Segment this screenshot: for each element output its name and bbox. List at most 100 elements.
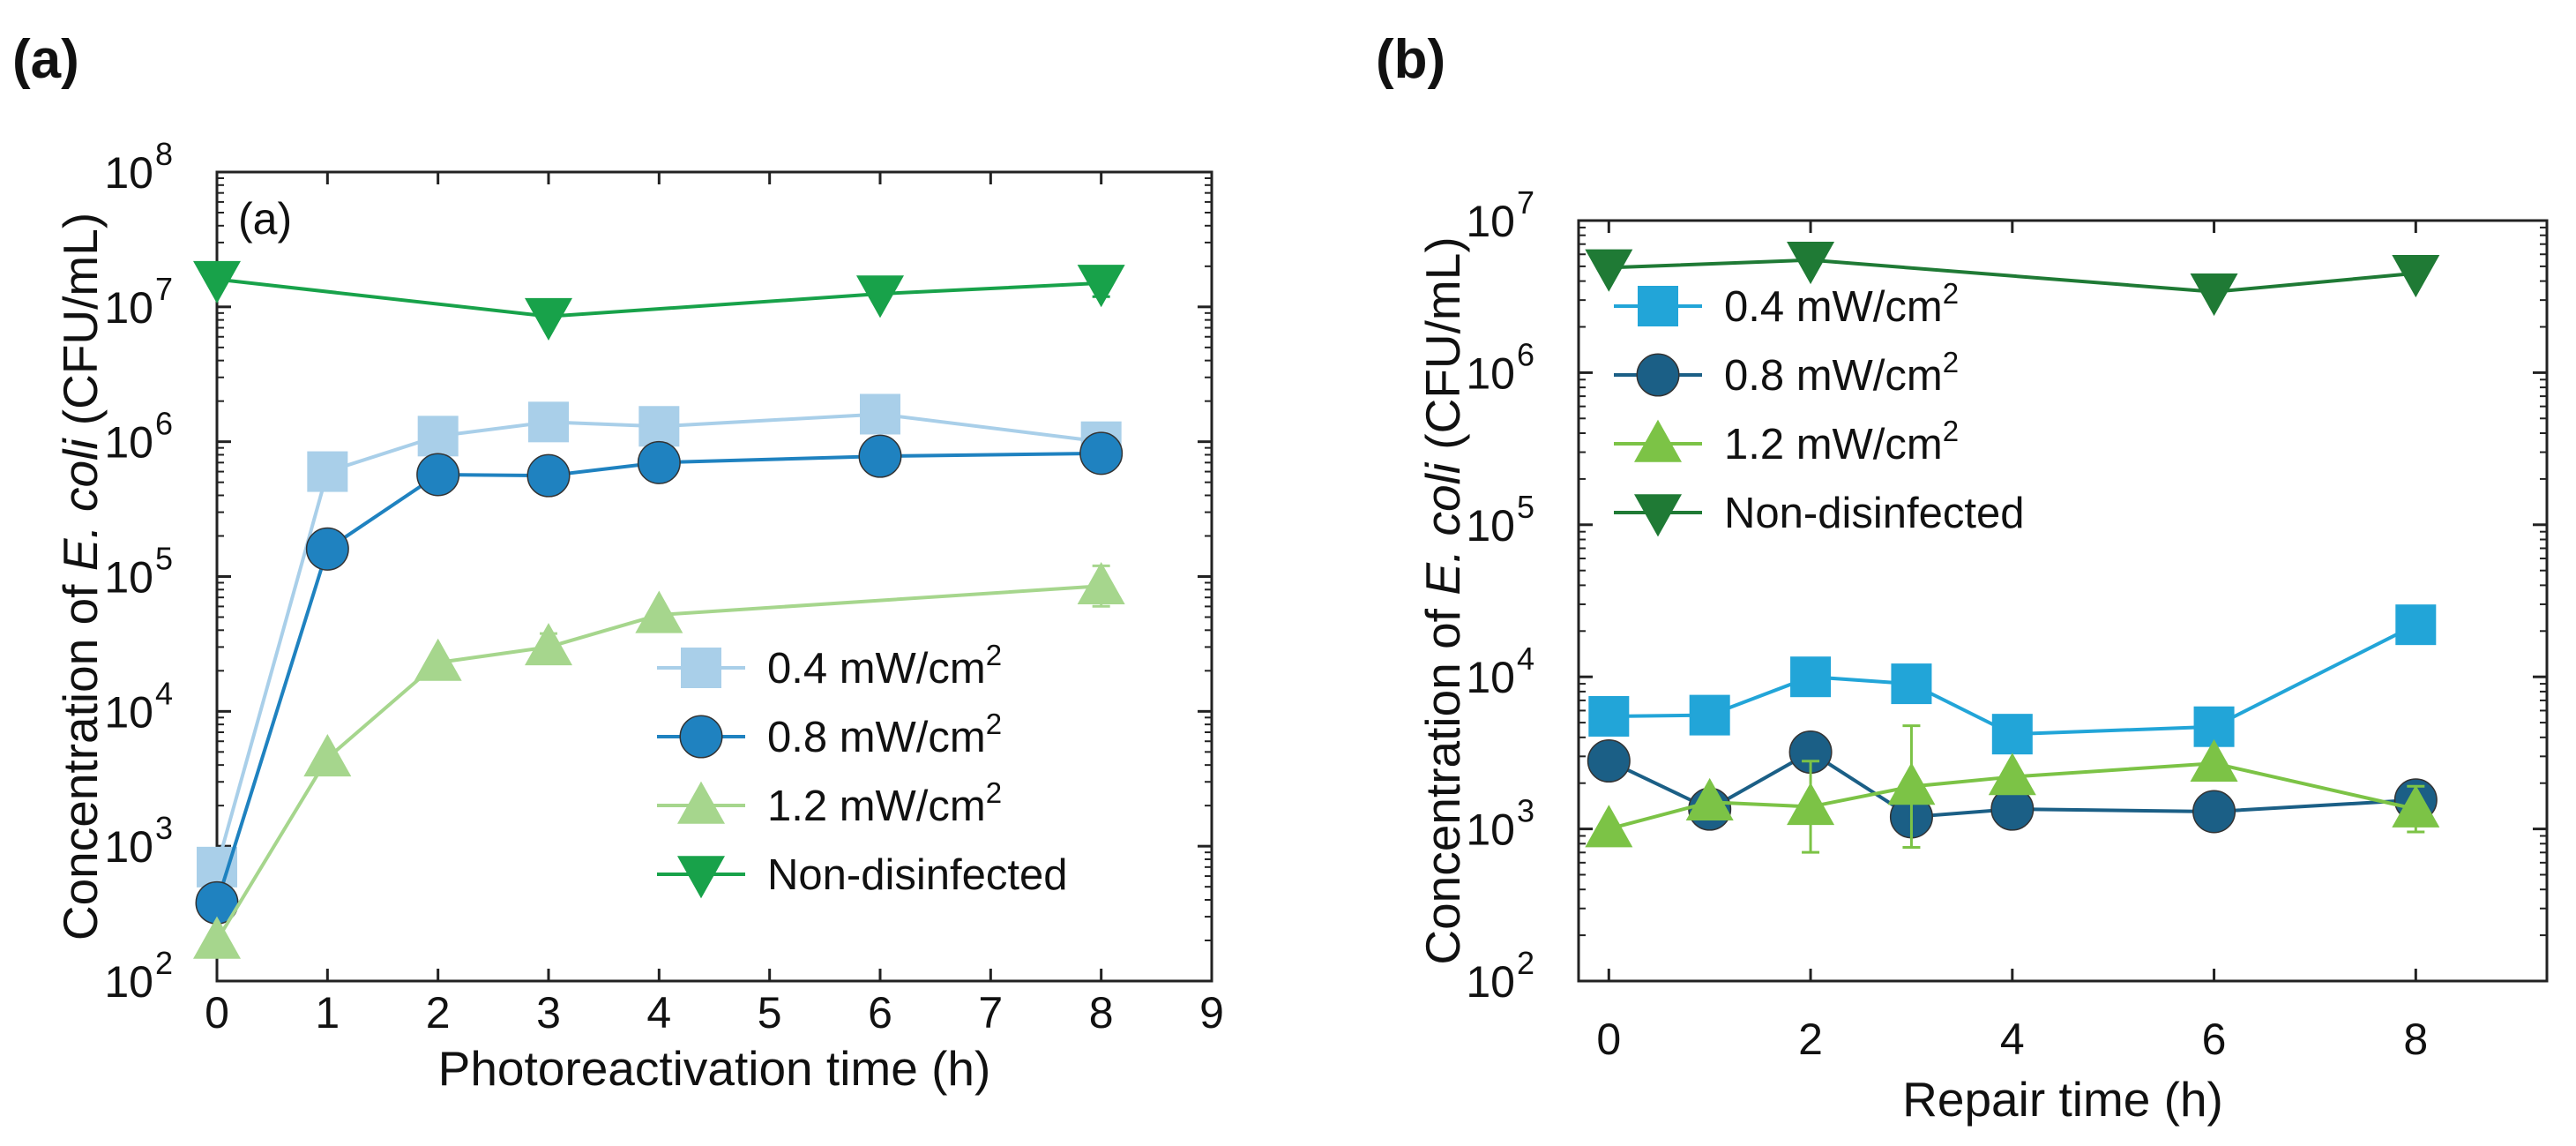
- legend-label-text: 0.4 mW/cm: [1724, 283, 1943, 331]
- legend-label-text: Non-disinfected: [767, 851, 1067, 899]
- legend-label-sup: 2: [986, 776, 1002, 809]
- y-axis-title-pre: Concentration of: [1415, 595, 1470, 965]
- y-axis-title-post: (CFU/mL): [1415, 236, 1470, 463]
- y-tick-label: 10: [1466, 957, 1515, 1007]
- data-point: [1790, 656, 1832, 698]
- data-point: [524, 297, 573, 341]
- data-point: [1887, 762, 1936, 805]
- legend-label-text: 1.2 mW/cm: [1724, 421, 1943, 468]
- y-tick-label: 10: [104, 553, 153, 603]
- y-tick-exponent: 2: [155, 945, 173, 981]
- y-tick-label: 10: [104, 687, 153, 737]
- data-point: [526, 453, 571, 498]
- y-tick-exponent: 6: [155, 406, 173, 442]
- data-point: [1077, 265, 1125, 308]
- y-tick-exponent: 7: [1517, 184, 1534, 221]
- y-tick-exponent: 3: [1517, 793, 1534, 829]
- legend-label-text: 0.8 mW/cm: [767, 714, 986, 761]
- legend-label-text: 0.4 mW/cm: [767, 645, 986, 693]
- x-tick-label: 1: [315, 988, 340, 1037]
- legend-marker: [1633, 419, 1683, 462]
- legend-label: Non-disinfected: [767, 851, 1067, 899]
- y-tick-label: 10: [1466, 653, 1515, 702]
- data-point: [524, 623, 573, 666]
- y-axis-title-pre: Concentration of: [53, 571, 108, 940]
- x-tick-label: 5: [758, 988, 782, 1037]
- panel-label-b: (b): [1376, 29, 1445, 90]
- data-point: [860, 393, 900, 435]
- data-point: [305, 527, 349, 571]
- data-point: [192, 916, 242, 959]
- data-point: [2392, 255, 2440, 298]
- y-tick-exponent: 6: [1517, 336, 1534, 372]
- x-tick-label: 2: [1798, 1015, 1823, 1064]
- y-axis-title: Concentration of E. coli (CFU/mL): [1415, 236, 1470, 964]
- y-tick-label: 10: [1466, 501, 1515, 551]
- y-axis-title-post: (CFU/mL): [53, 213, 108, 439]
- data-point: [2392, 784, 2440, 828]
- legend-label-sup: 2: [1943, 346, 1959, 378]
- x-tick-label: 4: [646, 988, 671, 1037]
- legend-marker: [679, 715, 723, 759]
- series-3: [192, 260, 1125, 341]
- data-point: [303, 733, 352, 777]
- y-tick-exponent: 4: [1517, 640, 1534, 677]
- series-line: [1609, 258, 2416, 294]
- data-point: [2192, 790, 2236, 834]
- data-point: [307, 451, 348, 492]
- legend-label: 0.4 mW/cm2: [1724, 277, 1959, 331]
- data-point: [1588, 695, 1630, 737]
- legend-marker: [1633, 494, 1683, 537]
- data-point: [1787, 242, 1835, 285]
- data-point: [2395, 604, 2437, 646]
- data-point: [855, 275, 905, 318]
- data-point: [1685, 777, 1734, 820]
- series-1: [195, 431, 1124, 925]
- data-point: [528, 401, 569, 443]
- y-tick-exponent: 2: [1517, 945, 1534, 981]
- legend-label-text: 0.8 mW/cm: [1724, 352, 1943, 400]
- y-tick-label: 10: [1466, 348, 1515, 398]
- data-point: [1077, 561, 1125, 605]
- x-tick-label: 6: [868, 988, 892, 1037]
- y-tick-exponent: 7: [155, 271, 173, 307]
- y-tick-label: 10: [104, 418, 153, 468]
- y-axis-title: Concentration of E. coli (CFU/mL): [53, 213, 108, 940]
- legend-label: 0.4 mW/cm2: [767, 639, 1002, 693]
- y-tick-label: 10: [104, 822, 153, 872]
- data-point: [1585, 249, 1633, 292]
- legend-label-sup: 2: [986, 639, 1002, 671]
- data-point: [635, 590, 683, 633]
- data-point: [858, 434, 902, 478]
- y-tick-label: 10: [104, 148, 153, 198]
- series-line: [216, 277, 1101, 318]
- y-tick-exponent: 5: [155, 541, 173, 577]
- x-tick-label: 4: [2000, 1015, 2025, 1064]
- plot-frame: [1577, 219, 2549, 983]
- series-2: [192, 561, 1125, 959]
- data-point: [637, 440, 681, 484]
- y-tick-label: 10: [104, 283, 153, 333]
- data-point: [1991, 714, 2033, 755]
- series-2: [1585, 724, 2440, 854]
- x-axis-title: Repair time (h): [1902, 1072, 2223, 1127]
- x-tick-label: 8: [2403, 1015, 2428, 1064]
- y-tick-label: 10: [104, 957, 153, 1007]
- y-axis-title-italic: E. coli: [53, 438, 108, 572]
- y-tick-exponent: 5: [1517, 489, 1534, 525]
- legend-label-text: 1.2 mW/cm: [767, 783, 986, 830]
- y-tick-exponent: 8: [155, 136, 173, 172]
- legend-label-sup: 2: [1943, 415, 1959, 447]
- data-point: [1988, 753, 2036, 796]
- x-tick-label: 6: [2202, 1015, 2227, 1064]
- y-tick-exponent: 3: [155, 810, 173, 846]
- data-point: [2190, 273, 2238, 317]
- x-tick-label: 2: [426, 988, 451, 1037]
- data-point: [1079, 431, 1124, 476]
- data-point: [2190, 738, 2238, 782]
